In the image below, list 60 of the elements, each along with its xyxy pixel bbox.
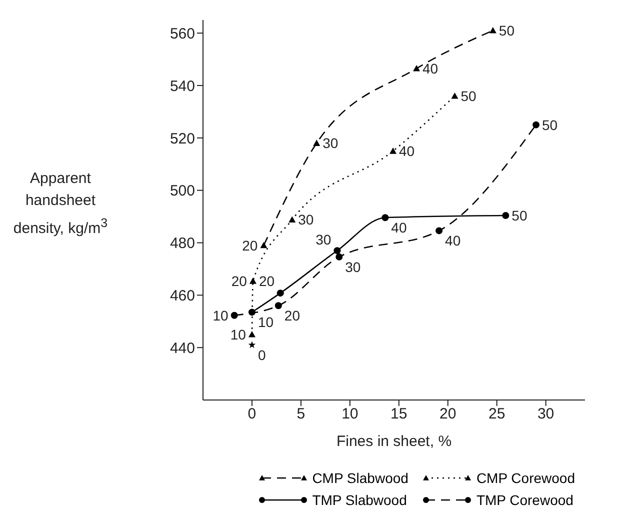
point: [249, 278, 256, 284]
point: [390, 148, 397, 154]
point: [489, 26, 496, 34]
y-tick-label: 540: [170, 78, 195, 95]
x-tick-label: 10: [342, 406, 358, 423]
annotation: 40: [422, 60, 438, 76]
annotation: 40: [391, 220, 407, 236]
annotation: 50: [542, 116, 558, 133]
annotation: 30: [345, 258, 361, 275]
point: [313, 140, 320, 146]
point: [334, 247, 341, 254]
y-tick-label: 460: [170, 287, 195, 304]
annotation: 30: [322, 135, 338, 152]
annotation: 40: [445, 232, 461, 249]
annotation: 50: [460, 88, 477, 104]
x-tick-label: 15: [390, 406, 408, 423]
annotation: 10: [230, 326, 246, 342]
point: [288, 216, 296, 222]
point: [451, 92, 458, 99]
point: [502, 212, 510, 220]
y-tick-label: 480: [170, 235, 195, 252]
legend-label: CMP Corewood: [476, 470, 575, 486]
annotation: 30: [316, 232, 332, 248]
point: [382, 214, 389, 222]
annotation: 30: [298, 212, 314, 228]
x-axis-title: Fines in sheet, %: [336, 433, 452, 450]
point: [436, 227, 443, 234]
annotation: 50: [498, 22, 515, 38]
x-tick-label: 25: [488, 406, 506, 423]
point: [248, 330, 256, 338]
y-tick-label: 560: [170, 25, 195, 42]
y-axis-title: Apparent handsheet density, kg/m$^{3}$: [12, 169, 109, 239]
point: [413, 64, 420, 72]
point: [276, 290, 284, 297]
annotation: 20: [258, 273, 275, 290]
point: [248, 341, 256, 348]
point: [260, 242, 268, 248]
legend-label: CMP Slabwood: [312, 470, 408, 486]
point: [248, 308, 256, 316]
x-tick-label: 20: [440, 406, 456, 423]
annotation: 10: [212, 307, 229, 324]
y-tick-label: 440: [170, 340, 195, 357]
x-tick-label: 5: [296, 406, 306, 423]
point: [274, 302, 282, 310]
annotation: 20: [231, 273, 248, 290]
annotation: 40: [399, 143, 415, 160]
annotation: 10: [258, 314, 274, 330]
annotation: 0: [258, 346, 266, 363]
y-tick-label: 500: [170, 182, 195, 200]
annotation: 50: [512, 208, 528, 224]
legend-label: TMP Slabwood: [312, 492, 407, 508]
annotation: 20: [284, 308, 300, 324]
x-tick-label: 30: [537, 406, 554, 423]
x-tick-label: 0: [248, 406, 256, 423]
point: [532, 121, 540, 128]
legend-label: TMP Corewood: [476, 492, 574, 508]
point: [336, 253, 343, 260]
annotation: 20: [242, 237, 258, 254]
y-tick-label: 520: [170, 130, 195, 148]
point: [230, 312, 238, 319]
